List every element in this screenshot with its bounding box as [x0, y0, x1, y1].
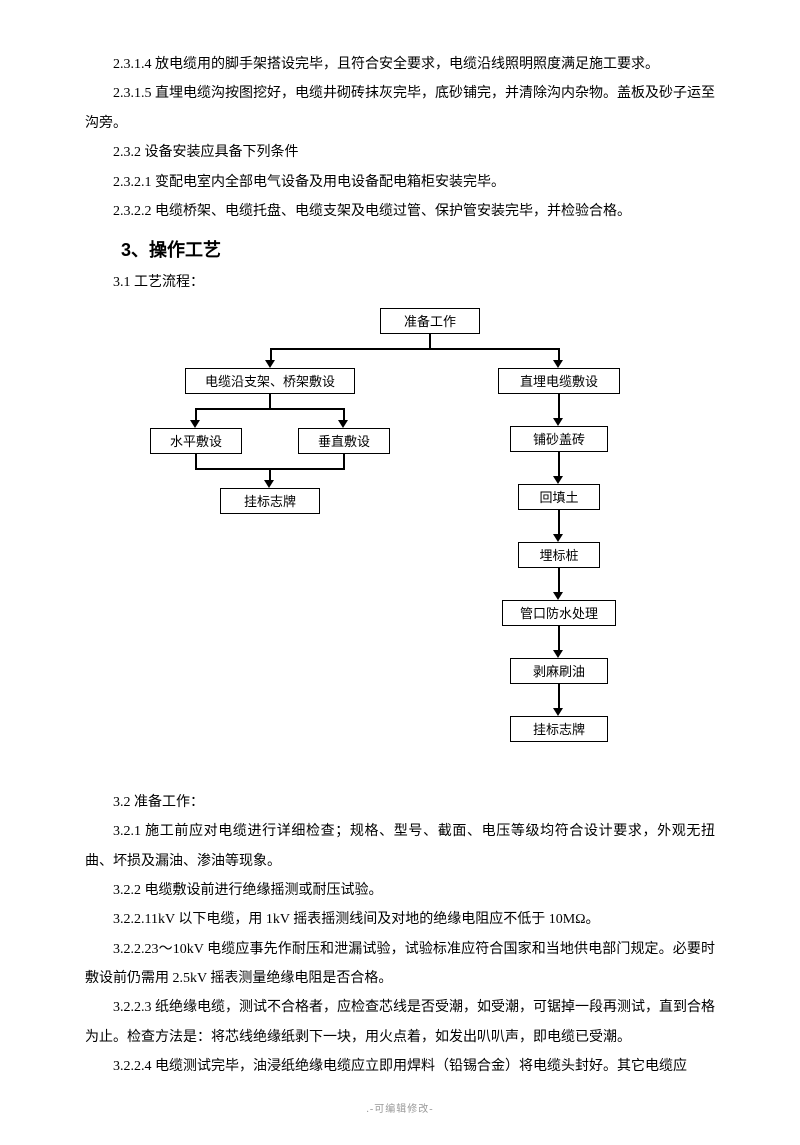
para-2-3-2-1: 2.3.2.1 变配电室内全部电气设备及用电设备配电箱柜安装完毕。 — [85, 168, 715, 197]
para-3-2-2-4: 3.2.2.4 电缆测试完毕，油浸纸绝缘电缆应立即用焊料（铅锡合金）将电缆头封好… — [85, 1052, 715, 1081]
para-3-2-2-3: 3.2.2.3 纸绝缘电缆，测试不合格者，应检查芯线是否受潮，如受潮，可锯掉一段… — [85, 993, 715, 1052]
process-flowchart: 准备工作 电缆沿支架、桥架敷设 水平敷设 垂直敷设 挂标 — [140, 308, 660, 778]
flow-r3: 回填土 — [518, 484, 600, 510]
para-2-3-1-5: 2.3.1.5 直埋电缆沟按图挖好，电缆井砌砖抹灰完毕，底砂铺完，并清除沟内杂物… — [85, 79, 715, 138]
page: 2.3.1.4 放电缆用的脚手架搭设完毕，且符合安全要求，电缆沿线照明照度满足施… — [0, 0, 800, 1145]
footer-note: .-可编辑修改- — [85, 1100, 715, 1115]
para-2-3-2-2: 2.3.2.2 电缆桥架、电缆托盘、电缆支架及电缆过管、保护管安装完毕，并检验合… — [85, 197, 715, 226]
flow-r5: 管口防水处理 — [502, 600, 616, 626]
flow-r2: 铺砂盖砖 — [510, 426, 608, 452]
flow-left-a: 水平敷设 — [150, 428, 242, 454]
flow-left-tag: 挂标志牌 — [220, 488, 320, 514]
para-2-3-1-4: 2.3.1.4 放电缆用的脚手架搭设完毕，且符合安全要求，电缆沿线照明照度满足施… — [85, 50, 715, 79]
para-3-2-2: 3.2.2 电缆敷设前进行绝缘摇测或耐压试验。 — [85, 876, 715, 905]
flow-left-main: 电缆沿支架、桥架敷设 — [185, 368, 355, 394]
section-3-title: 3、操作工艺 — [85, 236, 715, 262]
para-2-3-2: 2.3.2 设备安装应具备下列条件 — [85, 138, 715, 167]
flow-r1: 直埋电缆敷设 — [498, 368, 620, 394]
para-3-2-2-2: 3.2.2.23～10kV 电缆应事先作耐压和泄漏试验，试验标准应符合国家和当地… — [85, 935, 715, 994]
para-3-2-2-1: 3.2.2.11kV 以下电缆，用 1kV 摇表摇测线间及对地的绝缘电阻应不低于… — [85, 905, 715, 934]
flow-r6: 剥麻刷油 — [510, 658, 608, 684]
para-3-2-1: 3.2.1 施工前应对电缆进行详细检查；规格、型号、截面、电压等级均符合设计要求… — [85, 817, 715, 876]
flow-r7: 挂标志牌 — [510, 716, 608, 742]
flow-left-b: 垂直敷设 — [298, 428, 390, 454]
flow-top: 准备工作 — [380, 308, 480, 334]
flow-r4: 埋标桩 — [518, 542, 600, 568]
para-3-2: 3.2 准备工作： — [85, 788, 715, 817]
para-3-1: 3.1 工艺流程： — [85, 268, 715, 297]
